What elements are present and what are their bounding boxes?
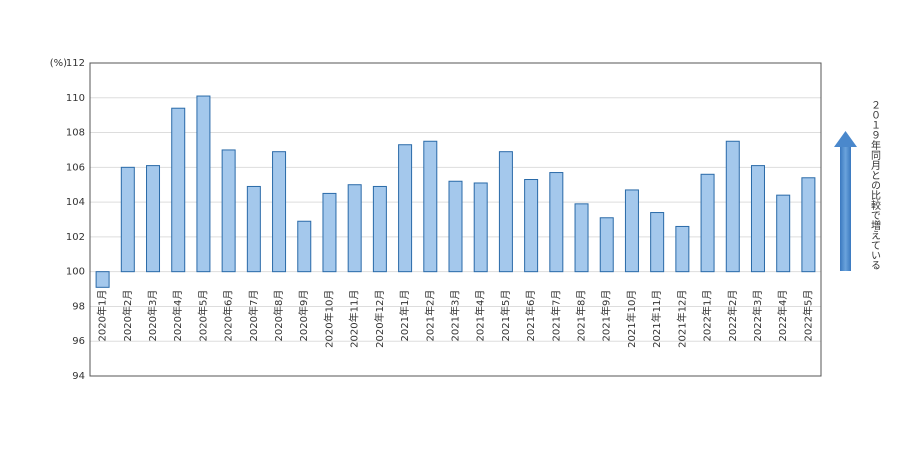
- x-tick-label: 2022年1月: [701, 290, 714, 342]
- bar: [574, 203, 589, 273]
- bar: [448, 180, 463, 273]
- x-tick-label: 2020年11月: [348, 290, 361, 348]
- x-tick-label: 2020年2月: [121, 290, 134, 342]
- bar: [347, 184, 362, 273]
- y-tick-label: 104: [66, 197, 85, 208]
- bar: [246, 185, 261, 273]
- x-tick-label: 2020年1月: [96, 290, 109, 342]
- bar: [599, 217, 614, 273]
- bar: [398, 144, 413, 273]
- x-tick-label: 2021年7月: [549, 290, 562, 342]
- bar: [524, 179, 539, 273]
- y-tick-label: 112: [66, 58, 85, 69]
- y-tick-label: 106: [66, 162, 85, 173]
- x-tick-label: 2021年1月: [398, 290, 411, 342]
- arrow-head: [834, 131, 857, 147]
- x-tick-label: 2020年12月: [373, 290, 386, 348]
- bar: [221, 149, 236, 273]
- bar: [322, 192, 337, 273]
- y-tick-label: 102: [66, 232, 85, 243]
- x-tick-label: 2020年5月: [196, 290, 209, 342]
- bar: [776, 194, 791, 273]
- x-tick-label: 2020年9月: [297, 290, 310, 342]
- x-tick-label: 2022年3月: [751, 290, 764, 342]
- x-tick-label: 2020年10月: [322, 290, 335, 348]
- bar: [675, 225, 690, 273]
- y-tick-label: 98: [72, 301, 85, 312]
- bar: [750, 165, 765, 273]
- x-tick-label: 2021年10月: [625, 290, 638, 348]
- y-unit: (%): [50, 58, 67, 69]
- arrow-shaft: [840, 146, 851, 271]
- x-tick-label: 2021年3月: [449, 290, 462, 342]
- bar: [372, 185, 387, 273]
- bar: [171, 107, 186, 273]
- x-tick-label: 2020年4月: [171, 290, 184, 342]
- x-tick-label: 2021年9月: [600, 290, 613, 342]
- bar: [272, 151, 287, 273]
- x-tick-label: 2020年6月: [222, 290, 235, 342]
- bar: [297, 220, 312, 273]
- y-tick-label: 94: [72, 371, 85, 382]
- bar: [196, 95, 211, 273]
- x-tick-label: 2020年8月: [272, 290, 285, 342]
- y-tick-label: 96: [72, 336, 85, 347]
- bar: [423, 140, 438, 273]
- y-tick-label: 110: [66, 93, 85, 104]
- x-tick-label: 2021年4月: [474, 290, 487, 342]
- x-tick-label: 2021年8月: [575, 290, 588, 342]
- bar: [120, 166, 135, 273]
- x-tick-label: 2021年6月: [524, 290, 537, 342]
- y-tick-label: 100: [66, 267, 85, 278]
- y-tick-label: 108: [66, 128, 85, 139]
- x-tick-label: 2021年2月: [423, 290, 436, 342]
- x-tick-label: 2020年3月: [146, 290, 159, 342]
- x-tick-label: 2022年5月: [801, 290, 814, 342]
- bar: [549, 172, 564, 273]
- x-tick-label: 2021年5月: [499, 290, 512, 342]
- bar: [801, 177, 816, 273]
- bar: [725, 140, 740, 273]
- note: ２０１９年同月との比較で増えている: [869, 100, 881, 270]
- bar: [498, 151, 513, 273]
- x-tick-label: 2022年4月: [776, 290, 789, 342]
- bar: [146, 165, 161, 273]
- x-tick-label: 2020年7月: [247, 290, 260, 342]
- bar: [700, 173, 715, 273]
- x-tick-label: 2021年11月: [650, 290, 663, 348]
- bar: [473, 182, 488, 273]
- bar: [650, 212, 665, 273]
- plot-frame: [89, 62, 822, 377]
- bar: [95, 271, 110, 288]
- x-tick-label: 2021年12月: [675, 290, 688, 348]
- bar: [624, 189, 639, 273]
- x-tick-label: 2022年2月: [726, 290, 739, 342]
